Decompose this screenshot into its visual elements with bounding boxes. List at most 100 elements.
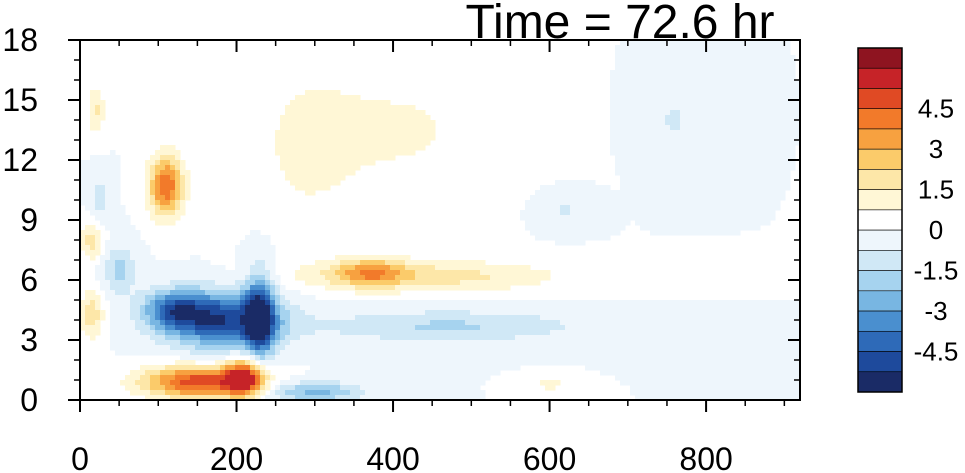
field-cell [435,315,441,321]
field-cell [655,65,661,71]
field-cell [145,375,151,381]
field-cell [600,230,606,236]
field-cell [500,285,506,291]
field-cell [325,280,331,286]
field-cell [490,360,496,366]
field-cell [320,160,326,166]
field-cell [705,315,711,321]
field-cell [685,230,691,236]
field-cell [260,370,266,376]
field-cell [670,360,676,366]
field-cell [750,315,756,321]
field-cell [710,330,716,336]
field-cell [365,335,371,341]
field-cell [280,360,286,366]
field-cell [115,180,121,186]
field-cell [650,70,656,76]
field-cell [305,150,311,156]
field-cell [375,105,381,111]
field-cell [370,325,376,331]
field-cell [745,225,751,231]
field-cell [385,285,391,291]
field-cell [215,320,221,326]
field-cell [160,325,166,331]
field-cell [720,225,726,231]
field-cell [225,330,231,336]
field-cell [745,50,751,56]
field-cell [445,335,451,341]
field-cell [630,215,636,221]
field-cell [680,215,686,221]
field-cell [85,290,91,296]
field-cell [660,60,666,66]
field-cell [110,150,116,156]
field-cell [145,185,151,191]
field-cell [695,215,701,221]
field-cell [735,320,741,326]
field-cell [665,185,671,191]
field-cell [275,285,281,291]
field-cell [320,175,326,181]
field-cell [165,370,171,376]
field-cell [285,160,291,166]
field-cell [775,320,781,326]
field-cell [255,285,261,291]
field-cell [135,260,141,266]
field-cell [115,195,121,201]
field-cell [790,355,796,361]
field-cell [755,360,761,366]
field-cell [585,230,591,236]
field-cell [790,145,796,151]
field-cell [485,370,491,376]
field-cell [285,155,291,161]
field-cell [720,70,726,76]
field-cell [250,230,256,236]
field-cell [725,160,731,166]
field-cell [130,230,136,236]
field-cell [625,185,631,191]
field-cell [155,375,161,381]
field-cell [735,70,741,76]
field-cell [290,130,296,136]
field-cell [365,320,371,326]
field-cell [460,300,466,306]
field-cell [665,95,671,101]
field-cell [675,195,681,201]
field-cell [785,160,791,166]
field-cell [115,270,121,276]
field-cell [350,140,356,146]
field-cell [155,275,161,281]
field-cell [615,135,621,141]
field-cell [740,55,746,61]
field-cell [765,125,771,131]
field-cell [510,350,516,356]
field-cell [390,265,396,271]
field-cell [335,365,341,371]
field-cell [595,350,601,356]
field-cell [470,320,476,326]
field-cell [615,110,621,116]
field-cell [245,325,251,331]
field-cell [80,240,86,246]
field-cell [190,285,196,291]
field-cell [680,165,686,171]
field-cell [330,335,336,341]
field-cell [465,360,471,366]
field-cell [160,295,166,301]
field-cell [615,140,621,146]
field-cell [720,200,726,206]
field-cell [750,215,756,221]
field-cell [125,230,131,236]
field-cell [720,155,726,161]
field-cell [620,200,626,206]
field-cell [760,340,766,346]
field-cell [665,85,671,91]
field-cell [755,315,761,321]
field-cell [705,330,711,336]
field-cell [640,50,646,56]
field-cell [405,130,411,136]
field-cell [305,130,311,136]
field-cell [465,325,471,331]
field-cell [370,300,376,306]
field-cell [270,310,276,316]
